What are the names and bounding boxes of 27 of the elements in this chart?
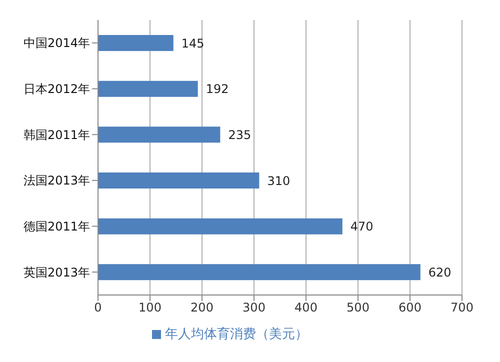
data-label: 235	[228, 128, 252, 142]
bar	[98, 126, 220, 143]
data-label: 192	[206, 82, 229, 96]
bar	[98, 80, 198, 97]
bar	[98, 172, 260, 188]
x-tick-label: 600	[398, 300, 422, 315]
y-tick-label: 韩国2011年	[23, 128, 90, 142]
data-label: 470	[350, 220, 374, 234]
data-label: 620	[428, 265, 452, 280]
y-tick-label: 英国2013年	[23, 265, 90, 280]
legend-label: 年人均体育消费（美元）	[165, 327, 308, 342]
y-tick-label: 中国2014年	[23, 36, 90, 50]
x-tick-label: 500	[346, 300, 370, 315]
y-tick-label: 日本2012年	[23, 82, 90, 96]
x-tick-label: 300	[242, 300, 266, 315]
x-tick-label: 200	[190, 300, 214, 315]
x-tick-label: 700	[450, 300, 474, 315]
x-tick-label: 0	[94, 300, 102, 315]
y-tick-label: 法国2013年	[23, 174, 90, 188]
bar	[98, 218, 342, 234]
x-tick-label: 400	[294, 300, 318, 315]
bar	[98, 35, 174, 51]
bar	[98, 264, 420, 280]
y-tick-label: 德国2011年	[23, 220, 90, 234]
x-tick-label: 100	[138, 300, 162, 315]
data-label: 310	[267, 174, 290, 188]
data-label: 145	[181, 36, 204, 50]
